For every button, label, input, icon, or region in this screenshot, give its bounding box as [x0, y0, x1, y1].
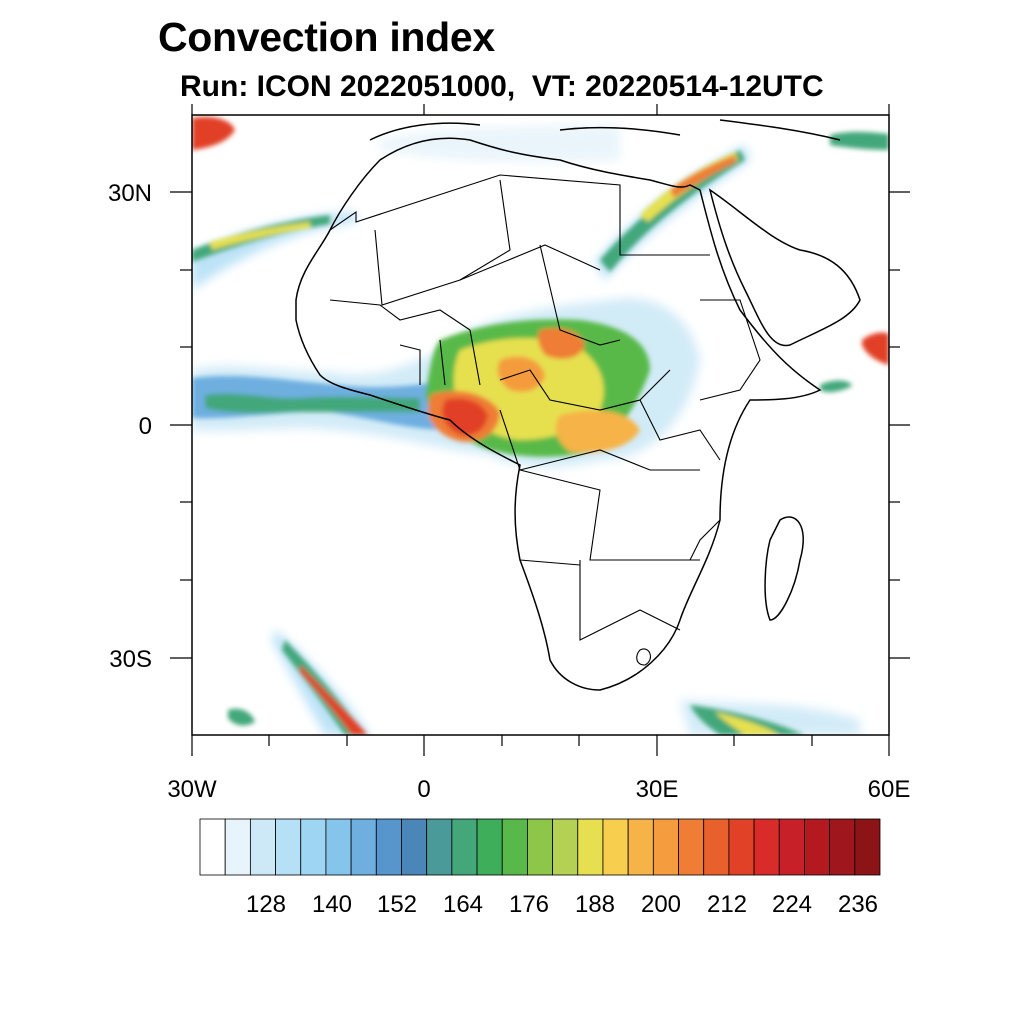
lat-label-30n: 30N — [108, 180, 152, 207]
colorbar-swatch — [728, 818, 755, 876]
colorbar-swatch — [401, 818, 428, 876]
field-top-left-red — [192, 116, 235, 150]
country-borders — [329, 174, 761, 666]
colorbar — [199, 818, 881, 876]
lon-label-0: 0 — [417, 776, 430, 803]
colorbar-label: 212 — [707, 891, 747, 918]
colorbar-label: 128 — [246, 891, 286, 918]
field-southeast-yellow — [715, 712, 780, 735]
colorbar-label: 152 — [377, 891, 417, 918]
colorbar-swatch — [451, 818, 478, 876]
colorbar-swatch — [501, 818, 528, 876]
colorbar-label: 200 — [641, 891, 681, 918]
lon-label-30e: 30E — [636, 776, 679, 803]
field-nw-yellow — [210, 222, 310, 250]
colorbar-label: 224 — [772, 891, 812, 918]
field-top-right-green — [830, 131, 889, 150]
lon-label-60e: 60E — [868, 776, 911, 803]
colorbar-swatch — [577, 818, 604, 876]
colorbar-swatch — [476, 818, 503, 876]
colorbar-swatch — [426, 818, 453, 876]
field-southeast-green — [690, 705, 805, 735]
colorbar-swatch — [778, 818, 805, 876]
colorbar-labels: 128 140 152 164 176 188 200 212 224 236 — [246, 891, 878, 918]
colorbar-swatch — [527, 818, 553, 876]
field-north-edge — [380, 125, 620, 162]
convection-field — [192, 116, 889, 735]
colorbar-swatch — [804, 818, 831, 876]
field-east-band — [555, 410, 640, 453]
colorbar-swatch — [199, 818, 226, 876]
field-east-edge-red — [862, 332, 889, 365]
field-atlantic-green — [205, 393, 420, 414]
field-sahel-orange1 — [497, 356, 545, 392]
colorbar-swatch — [375, 818, 402, 876]
lat-label-0: 0 — [139, 413, 152, 440]
colorbar-swatch — [552, 818, 579, 876]
field-south-band-red — [300, 665, 368, 735]
europe-coast — [369, 119, 841, 141]
coastlines — [295, 119, 861, 691]
colorbar-label: 188 — [575, 891, 615, 918]
colorbar-label: 236 — [838, 891, 878, 918]
colorbar-swatch — [652, 818, 679, 876]
lon-labels: 30W 0 30E 60E — [167, 776, 910, 803]
colorbar-swatch — [275, 818, 302, 876]
lon-label-30w: 30W — [167, 776, 217, 803]
field-horn-green — [820, 380, 852, 393]
chart-subtitle: Run: ICON 2022051000, VT: 20220514-12UTC — [180, 70, 824, 103]
colorbar-label: 176 — [509, 891, 549, 918]
colorbar-swatch — [325, 818, 352, 876]
arabian-peninsula — [708, 188, 861, 347]
colorbar-swatch — [854, 818, 881, 876]
field-sahara-streak-core — [600, 150, 745, 272]
colorbar-swatch — [224, 818, 251, 876]
africa-coastline — [295, 137, 822, 691]
colorbar-swatch — [602, 818, 629, 876]
chart-title: Convection index — [158, 14, 495, 60]
colorbar-swatch — [300, 818, 327, 876]
field-sahel-orange2 — [537, 328, 585, 359]
colorbar-swatch — [753, 818, 780, 876]
field-central-red — [442, 398, 488, 436]
colorbar-swatch — [249, 818, 276, 876]
lat-label-30s: 30S — [109, 646, 152, 673]
field-egypt-orange — [670, 155, 736, 198]
colorbar-label: 140 — [312, 891, 352, 918]
colorbar-swatch — [627, 818, 654, 876]
colorbar-swatch — [678, 818, 705, 876]
colorbar-swatch — [350, 818, 377, 876]
colorbar-swatch — [829, 818, 856, 876]
field-sw-corner-green — [228, 708, 255, 726]
axis-ticks — [170, 104, 910, 756]
colorbar-swatch — [703, 818, 730, 876]
lat-labels: 30N 0 30S — [108, 180, 152, 673]
colorbar-label: 164 — [443, 891, 483, 918]
madagascar — [764, 516, 804, 621]
